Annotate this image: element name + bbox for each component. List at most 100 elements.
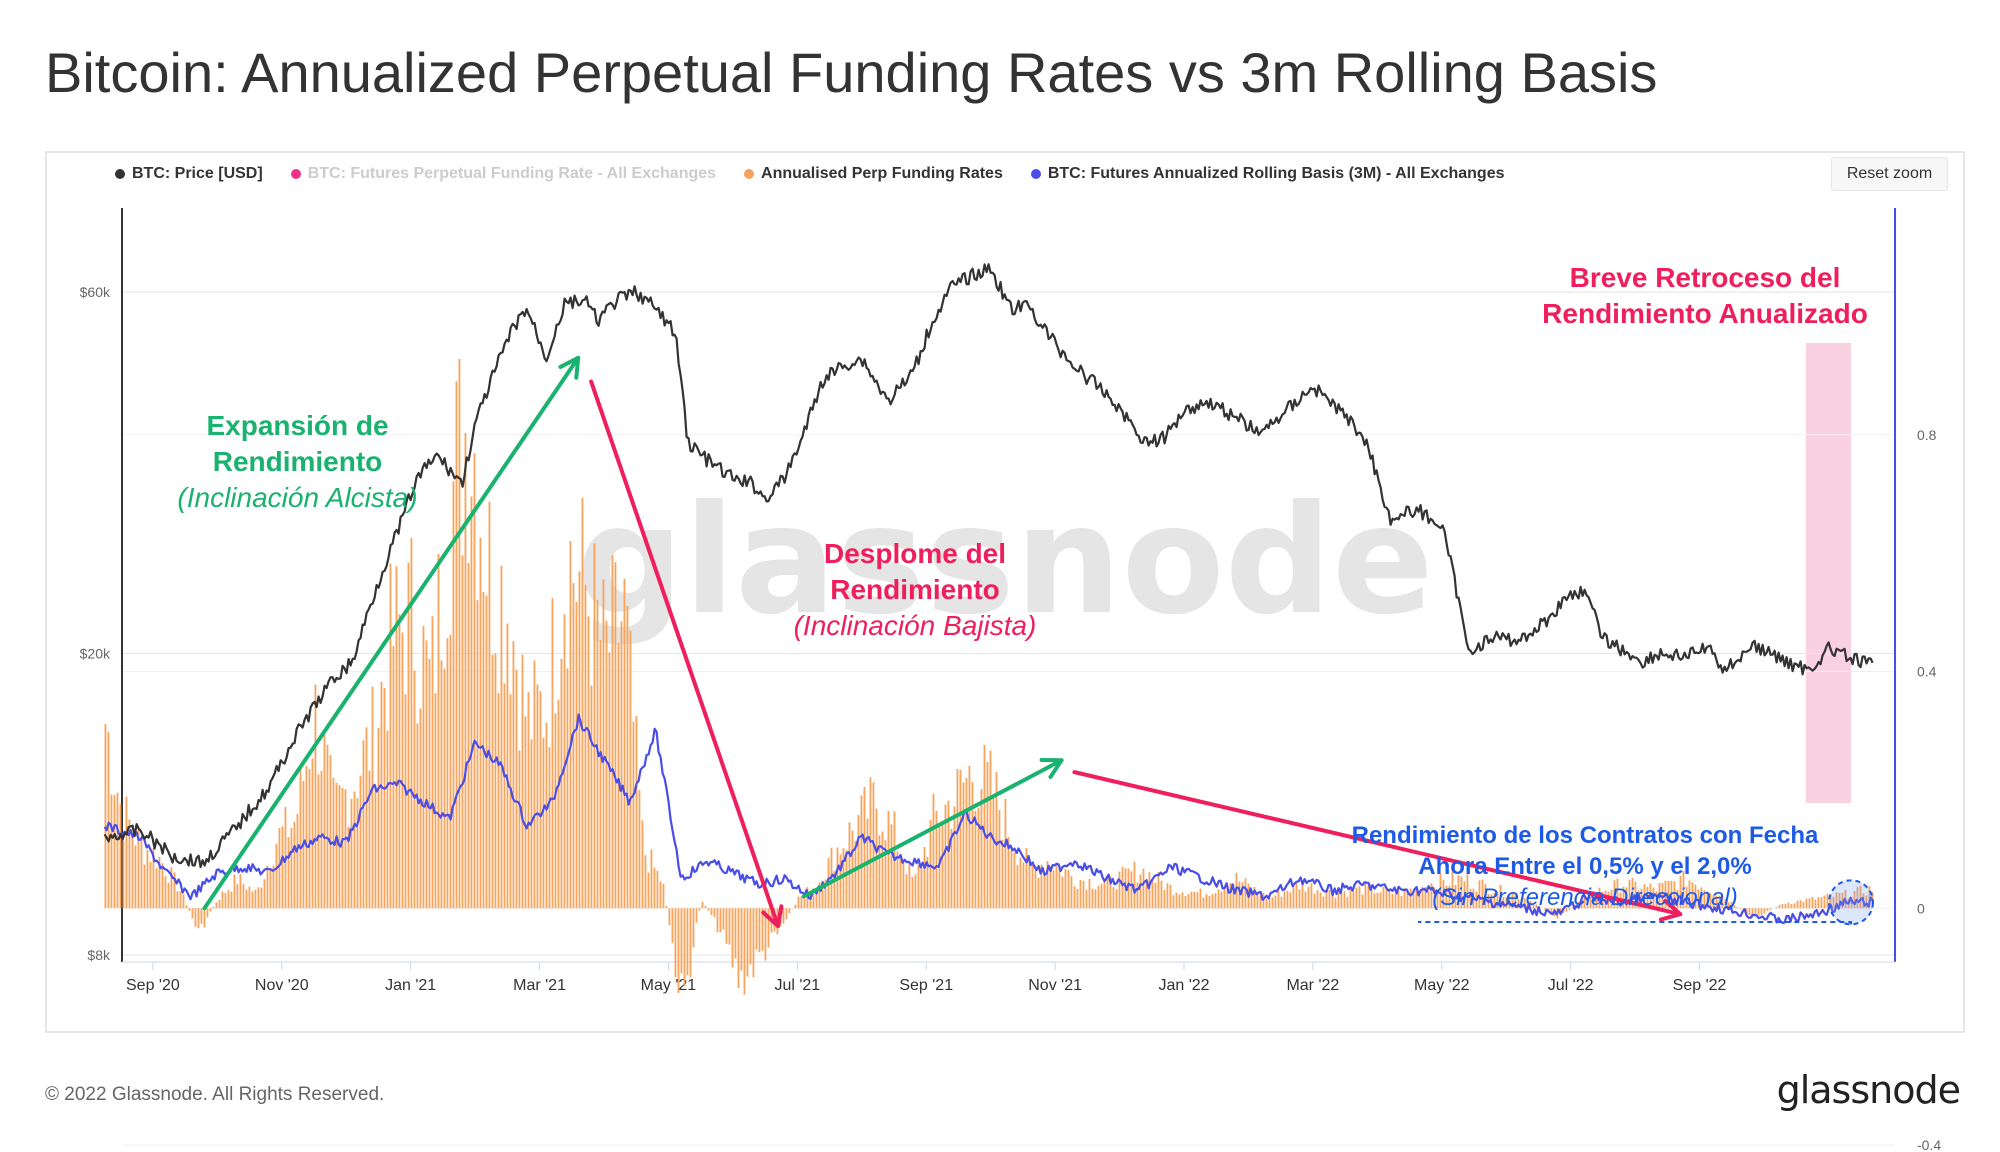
funding-bar <box>428 658 431 909</box>
x-tick-label-5: Jul '21 <box>774 977 820 994</box>
funding-bar <box>1070 876 1073 909</box>
funding-bar <box>593 543 596 909</box>
funding-bar <box>1688 880 1691 909</box>
funding-bar <box>1373 893 1376 909</box>
funding-bar <box>1583 895 1586 909</box>
funding-bar <box>857 815 860 909</box>
annotation-expansion-line3: (Inclinación Alcista) <box>177 482 418 513</box>
funding-bar <box>395 566 398 909</box>
funding-bar <box>1631 877 1634 909</box>
funding-bar <box>431 616 434 909</box>
funding-bar <box>1532 904 1535 909</box>
legend-item-price[interactable]: BTC: Price [USD] <box>115 165 263 183</box>
funding-bar <box>590 685 593 909</box>
funding-bar <box>749 908 752 965</box>
funding-bar <box>812 888 815 909</box>
funding-bar <box>1214 893 1217 909</box>
funding-bar <box>1172 895 1175 909</box>
funding-bar <box>1190 891 1193 909</box>
funding-bar <box>947 800 950 909</box>
funding-bar <box>1340 892 1343 909</box>
funding-bar <box>1187 893 1190 909</box>
funding-bar <box>194 908 197 927</box>
funding-bar <box>266 865 269 909</box>
legend-item-annualised-funding[interactable]: Annualised Perp Funding Rates <box>744 165 1003 183</box>
funding-bar <box>290 827 293 909</box>
funding-bar <box>287 836 290 909</box>
watermark-text: glassnode <box>576 474 1434 648</box>
x-tick-label-9: Mar '22 <box>1286 977 1339 994</box>
funding-bar <box>917 864 920 909</box>
funding-bar <box>758 908 761 953</box>
y-right-tick-2: 0 <box>1917 900 1925 916</box>
funding-bar <box>1691 882 1694 909</box>
funding-bar <box>503 683 506 909</box>
series-rolling-basis-line <box>103 713 1874 925</box>
funding-bar <box>242 883 245 909</box>
funding-bar <box>842 848 845 909</box>
funding-bar <box>611 555 614 909</box>
annotation-dated-line1: Rendimiento de los Contratos con Fecha <box>1351 822 1819 849</box>
funding-bar <box>1193 891 1196 909</box>
funding-bar <box>1163 889 1166 909</box>
funding-bar <box>440 660 443 909</box>
funding-bar <box>458 358 461 909</box>
funding-bar <box>584 584 587 909</box>
funding-bar <box>1352 891 1355 909</box>
funding-bar <box>881 831 884 909</box>
funding-bar <box>1088 878 1091 909</box>
funding-bar <box>1076 888 1079 909</box>
funding-bar <box>1109 876 1112 909</box>
funding-bar <box>1097 885 1100 909</box>
legend-item-perp-funding[interactable]: BTC: Futures Perpetual Funding Rate - Al… <box>290 165 716 183</box>
funding-bar <box>1754 908 1757 915</box>
funding-bar <box>209 908 212 912</box>
annotation-expansion-line2: Rendimiento <box>212 446 383 477</box>
funding-bar <box>767 908 770 948</box>
funding-bar <box>1283 891 1286 909</box>
funding-bar <box>143 864 146 909</box>
funding-bar <box>491 654 494 909</box>
funding-bar <box>941 821 944 909</box>
funding-bar <box>383 687 386 909</box>
funding-bar <box>899 854 902 909</box>
legend-item-rolling-basis[interactable]: BTC: Futures Annualized Rolling Basis (3… <box>1030 165 1504 183</box>
funding-bar <box>1265 898 1268 909</box>
reset-zoom-button[interactable]: Reset zoom <box>1831 157 1948 191</box>
funding-bar <box>1739 908 1742 910</box>
funding-bar <box>983 744 986 909</box>
funding-bar <box>1403 888 1406 909</box>
funding-bar <box>494 653 497 909</box>
funding-bar <box>476 600 479 909</box>
funding-bar <box>1157 872 1160 909</box>
funding-bar <box>1013 852 1016 909</box>
funding-bar <box>1301 880 1304 909</box>
funding-bar <box>134 845 137 909</box>
annotation-expansion-line1: Expansión de <box>206 410 389 441</box>
funding-bar <box>1763 908 1766 914</box>
funding-bar <box>677 908 680 993</box>
funding-bar <box>1064 869 1067 909</box>
annotation-collapse-line2: Rendimiento <box>830 574 1000 605</box>
funding-bar <box>755 908 758 950</box>
funding-bar <box>182 894 185 909</box>
funding-bar <box>686 908 689 976</box>
funding-bar <box>1526 901 1529 909</box>
funding-bar <box>416 723 419 909</box>
funding-bar <box>629 630 632 909</box>
funding-bar <box>923 846 926 909</box>
funding-bar <box>1736 907 1739 909</box>
funding-bar <box>977 807 980 909</box>
funding-bar <box>1046 861 1049 909</box>
x-tick-label-10: May '22 <box>1414 977 1470 994</box>
funding-bar <box>434 693 437 909</box>
funding-bar <box>197 908 200 929</box>
funding-bar <box>1835 892 1838 909</box>
funding-bar <box>1010 848 1013 909</box>
funding-bar <box>737 908 740 989</box>
funding-bar <box>833 871 836 909</box>
funding-bar <box>953 806 956 909</box>
funding-bar <box>1067 870 1070 909</box>
funding-bar <box>404 694 407 909</box>
x-tick-label-3: Mar '21 <box>513 977 566 994</box>
